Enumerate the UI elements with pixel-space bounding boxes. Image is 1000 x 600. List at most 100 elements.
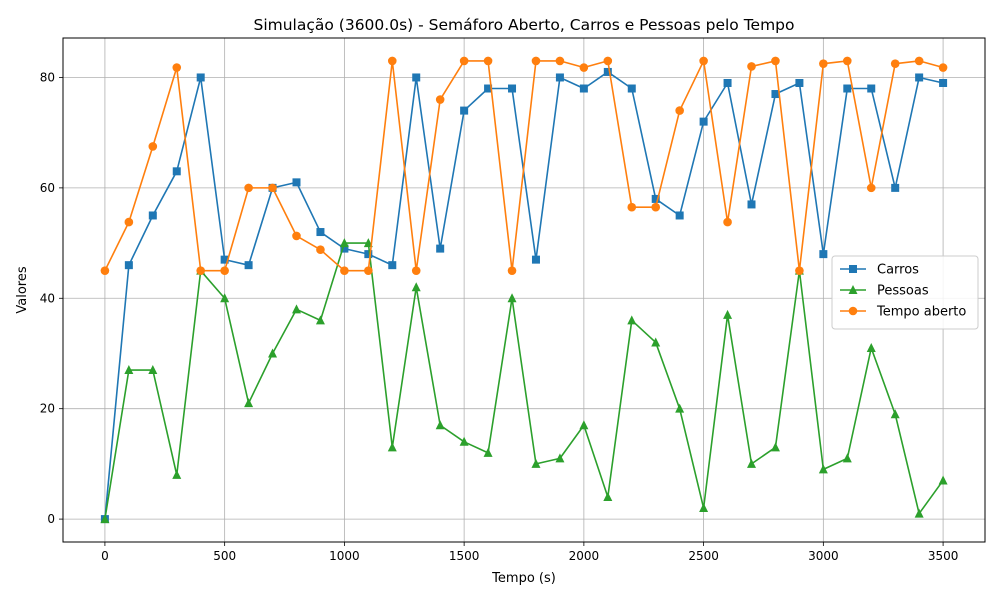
data-point-carros: [412, 73, 421, 82]
data-point-carros: [316, 228, 325, 237]
data-point-carros: [579, 84, 588, 93]
data-point-tempo-aberto: [507, 266, 517, 275]
plot-frame: [62, 37, 986, 543]
data-point-pessoas: [148, 365, 158, 375]
data-point-pessoas: [866, 342, 876, 352]
series-layer: [100, 56, 948, 524]
data-point-carros: [436, 244, 445, 253]
data-point-tempo-aberto: [411, 266, 421, 275]
data-point-carros: [723, 78, 732, 87]
data-point-tempo-aberto: [842, 56, 852, 66]
y-tick-label: 40: [40, 291, 55, 305]
legend-label-pessoas: Pessoas: [877, 284, 929, 299]
data-point-tempo-aberto: [387, 56, 397, 66]
data-point-carros: [603, 67, 612, 76]
data-point-pessoas: [339, 238, 349, 248]
data-point-pessoas: [914, 508, 924, 518]
x-tick-label: 2000: [569, 549, 600, 563]
y-axis-label: Valores: [15, 266, 30, 313]
data-point-tempo-aberto: [890, 59, 900, 68]
x-tick-label: 3500: [928, 549, 959, 563]
data-point-pessoas: [435, 420, 445, 430]
data-point-tempo-aberto: [100, 266, 110, 275]
legend: Carros Pessoas Tempo aberto: [831, 255, 979, 330]
data-point-pessoas: [483, 447, 493, 457]
data-point-carros: [795, 78, 804, 87]
data-point-carros: [124, 261, 133, 270]
series-tempo-aberto: [100, 56, 948, 275]
data-point-pessoas: [579, 420, 589, 430]
legend-label-carros: Carros: [877, 263, 919, 278]
data-point-pessoas: [411, 282, 421, 292]
data-point-pessoas: [699, 503, 709, 513]
data-point-tempo-aberto: [723, 217, 732, 227]
data-point-carros: [819, 250, 828, 259]
data-point-tempo-aberto: [866, 183, 876, 193]
data-point-pessoas: [220, 293, 230, 303]
data-point-pessoas: [459, 436, 469, 446]
data-point-tempo-aberto: [220, 266, 229, 275]
data-point-pessoas: [770, 442, 780, 452]
data-point-pessoas: [747, 458, 757, 468]
data-point-pessoas: [938, 475, 948, 485]
data-point-pessoas: [124, 365, 134, 375]
data-point-tempo-aberto: [172, 63, 182, 72]
data-point-pessoas: [603, 492, 613, 502]
data-point-pessoas: [842, 453, 852, 463]
series-line-tempo-aberto: [104, 60, 944, 272]
data-point-carros: [747, 200, 756, 209]
data-point-tempo-aberto: [459, 56, 469, 66]
data-point-tempo-aberto: [747, 62, 756, 71]
axis-ticks: 0 500 1000 1500 2000 2500 3000 3500 0 20 40 60 80: [40, 70, 959, 563]
data-point-carros: [675, 211, 684, 220]
data-point-carros: [484, 84, 493, 93]
data-point-pessoas: [890, 409, 900, 419]
data-point-pessoas: [531, 458, 541, 468]
chart-title: Simulação (3600.0s) - Semáforo Aberto, C…: [253, 16, 794, 34]
data-point-carros: [939, 78, 948, 87]
x-axis-label: Tempo (s): [491, 571, 556, 586]
data-point-carros: [771, 90, 780, 99]
data-point-carros: [388, 261, 397, 270]
data-point-tempo-aberto: [148, 142, 158, 151]
data-point-carros: [867, 84, 876, 93]
data-point-tempo-aberto: [555, 56, 565, 66]
series-line-pessoas: [104, 242, 944, 520]
legend-box: [831, 255, 979, 330]
data-point-carros: [843, 84, 852, 93]
data-point-tempo-aberto: [340, 266, 349, 275]
data-point-pessoas: [172, 469, 182, 479]
data-point-tempo-aberto: [196, 266, 206, 275]
data-point-tempo-aberto: [579, 63, 589, 72]
data-point-carros: [508, 84, 517, 93]
data-point-carros: [915, 73, 924, 82]
data-point-pessoas: [723, 309, 733, 319]
data-point-pessoas: [651, 337, 661, 347]
legend-label-tempo-aberto: Tempo aberto: [876, 305, 966, 320]
data-point-pessoas: [268, 348, 278, 358]
data-point-tempo-aberto: [316, 245, 325, 255]
x-tick-label: 1500: [449, 549, 480, 563]
legend-marker-tempo-aberto: [848, 306, 858, 316]
data-point-carros: [244, 261, 253, 270]
data-point-carros: [172, 167, 181, 176]
series-pessoas: [100, 238, 948, 524]
data-point-tempo-aberto: [531, 56, 541, 66]
data-point-tempo-aberto: [244, 183, 253, 193]
data-point-tempo-aberto: [651, 202, 661, 212]
data-point-pessoas: [100, 514, 110, 524]
x-tick-label: 0: [101, 549, 109, 563]
data-point-tempo-aberto: [699, 56, 708, 66]
data-point-pessoas: [291, 304, 301, 314]
y-tick-label: 20: [40, 402, 55, 416]
data-point-carros: [891, 183, 900, 192]
data-point-pessoas: [315, 315, 325, 325]
data-point-carros: [364, 250, 373, 259]
data-point-pessoas: [387, 442, 397, 452]
data-point-tempo-aberto: [771, 56, 780, 66]
x-tick-label: 500: [213, 549, 236, 563]
data-point-pessoas: [627, 315, 637, 325]
data-point-carros: [292, 178, 301, 187]
legend-marker-carros: [849, 265, 857, 273]
